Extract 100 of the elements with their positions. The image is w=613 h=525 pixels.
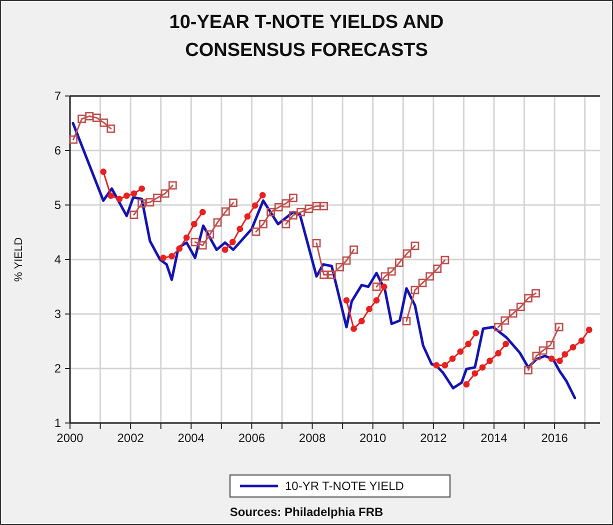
point xyxy=(586,326,592,334)
point xyxy=(190,220,198,228)
point xyxy=(380,272,390,281)
point xyxy=(282,199,290,208)
point xyxy=(266,208,275,216)
point xyxy=(449,355,456,362)
point xyxy=(160,189,170,198)
point xyxy=(524,366,532,374)
x-tick-label: 2014 xyxy=(480,431,508,445)
point xyxy=(343,297,350,304)
x-tick-label: 2002 xyxy=(117,431,144,445)
point xyxy=(78,114,86,124)
y-tick-label: 2 xyxy=(54,362,62,376)
point xyxy=(494,322,502,332)
point xyxy=(578,338,585,344)
point xyxy=(524,294,532,302)
point xyxy=(100,168,107,175)
y-tick-label: 1 xyxy=(54,416,62,430)
point xyxy=(500,316,510,325)
point xyxy=(465,340,472,348)
point xyxy=(153,194,162,202)
point xyxy=(395,258,404,267)
point xyxy=(289,194,298,202)
point xyxy=(138,185,145,192)
x-tick-label: 2012 xyxy=(420,431,448,445)
y-tick-label: 6 xyxy=(54,144,62,158)
point xyxy=(532,289,540,298)
point xyxy=(327,270,336,279)
point xyxy=(562,351,568,358)
point xyxy=(570,344,576,350)
point xyxy=(190,238,200,246)
point xyxy=(274,202,283,212)
point xyxy=(373,297,380,304)
point xyxy=(312,202,321,210)
y-tick-label: 4 xyxy=(54,252,62,266)
point xyxy=(168,253,175,260)
line-series xyxy=(72,122,576,400)
x-tick-label: 2010 xyxy=(360,431,387,445)
point xyxy=(426,272,434,281)
point xyxy=(69,135,78,144)
point xyxy=(554,322,564,332)
point xyxy=(282,220,290,228)
point xyxy=(372,282,381,291)
point xyxy=(229,198,238,208)
y-tick-label: 7 xyxy=(54,89,62,103)
y-tick-label: 5 xyxy=(54,198,62,212)
legend-label: 10-YR T-NOTE YIELD xyxy=(285,479,404,493)
point xyxy=(495,350,502,356)
point xyxy=(366,306,372,312)
point xyxy=(440,256,450,264)
point xyxy=(183,234,190,241)
point xyxy=(402,316,411,326)
point xyxy=(546,340,555,350)
point xyxy=(320,202,328,210)
point xyxy=(259,220,268,228)
point xyxy=(418,278,427,288)
point xyxy=(358,318,365,324)
point xyxy=(116,196,123,202)
point xyxy=(304,204,314,214)
point xyxy=(236,226,244,232)
point xyxy=(168,181,177,190)
point xyxy=(176,245,183,252)
point xyxy=(289,211,298,220)
point xyxy=(433,264,442,273)
point xyxy=(252,228,260,236)
point xyxy=(259,192,266,198)
point xyxy=(138,199,146,208)
point xyxy=(336,262,344,272)
point xyxy=(320,270,328,279)
point xyxy=(472,330,480,336)
x-tick-label: 2006 xyxy=(238,431,266,445)
point xyxy=(130,210,138,220)
source-note: Sources: Philadelphia FRB xyxy=(230,505,384,519)
point xyxy=(222,246,228,253)
point xyxy=(548,355,555,362)
y-axis-title: % YIELD xyxy=(13,237,25,282)
point xyxy=(296,208,305,216)
point xyxy=(244,213,251,220)
point xyxy=(92,114,101,122)
point xyxy=(350,245,358,254)
point xyxy=(229,238,236,246)
point xyxy=(472,370,478,377)
point xyxy=(556,358,563,364)
point xyxy=(433,362,440,368)
point xyxy=(342,256,351,265)
point xyxy=(502,340,510,348)
point xyxy=(130,190,138,197)
x-tick-label: 2008 xyxy=(298,431,326,445)
point xyxy=(457,348,464,355)
point xyxy=(108,192,114,199)
point xyxy=(402,249,412,258)
point xyxy=(410,286,420,294)
point xyxy=(123,192,130,199)
point xyxy=(85,112,94,120)
point xyxy=(538,346,548,355)
y-tick-label: 3 xyxy=(54,307,62,321)
chart-title: 10-YEAR T-NOTE YIELDS AND CONSENSUS FORECASTS xyxy=(169,12,444,61)
point xyxy=(479,364,486,371)
point xyxy=(221,207,230,216)
point xyxy=(146,198,154,206)
